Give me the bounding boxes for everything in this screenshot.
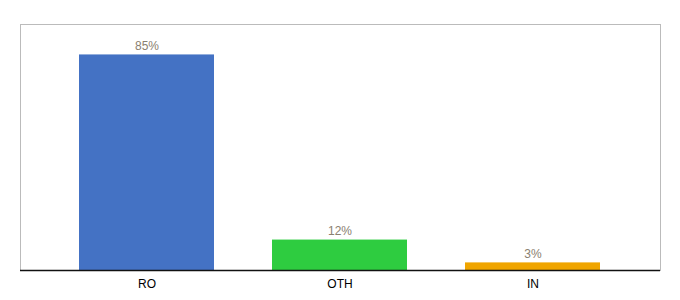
svg-text:3%: 3%: [524, 247, 542, 261]
svg-text:IN: IN: [527, 277, 539, 291]
svg-text:RO: RO: [138, 277, 156, 291]
svg-text:12%: 12%: [328, 224, 352, 238]
svg-text:OTH: OTH: [327, 277, 352, 291]
svg-text:85%: 85%: [135, 39, 159, 53]
